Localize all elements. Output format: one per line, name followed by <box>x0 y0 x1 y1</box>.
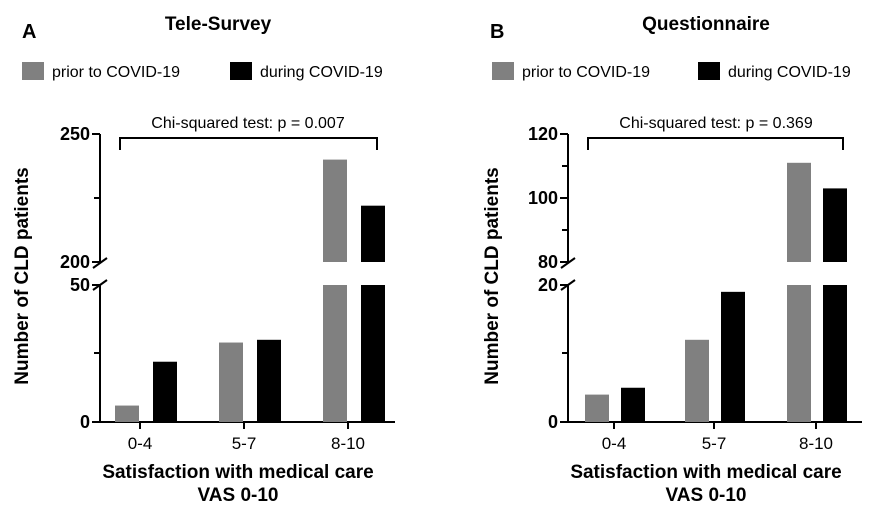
significance-bracket <box>119 137 378 150</box>
bar-upper-segment <box>361 205 385 262</box>
bar-upper-segment <box>787 162 811 262</box>
panel-letter: A <box>22 21 36 43</box>
y-tick-label: 250 <box>60 124 90 144</box>
bar <box>323 285 347 422</box>
y-axis: 250 200 50 0 <box>60 124 108 432</box>
x-tick-label: 8-10 <box>331 434 365 453</box>
chart-title: Questionnaire <box>642 14 770 35</box>
bar <box>787 285 811 422</box>
y-tick-label: 0 <box>80 412 90 432</box>
bars <box>115 159 385 422</box>
y-tick-label: 20 <box>538 275 558 295</box>
legend-label-during: during COVID-19 <box>728 64 851 81</box>
x-axis: 0-4 5-7 8-10 Satisfaction with medical c… <box>100 421 395 506</box>
y-axis-label: Number of CLD patients <box>482 167 503 384</box>
x-axis-label-sub: VAS 0-10 <box>198 485 279 506</box>
bar <box>685 339 709 422</box>
bar <box>219 342 243 422</box>
legend-swatch-during <box>698 62 720 80</box>
x-tick-label: 0-4 <box>128 434 153 453</box>
significance-bracket <box>587 137 844 150</box>
x-tick-label: 8-10 <box>799 434 833 453</box>
legend-label-prior: prior to COVID-19 <box>522 64 650 81</box>
legend-swatch-prior <box>492 62 514 80</box>
y-tick-label: 80 <box>538 252 558 272</box>
y-axis-label: Number of CLD patients <box>12 167 33 384</box>
bar <box>115 405 139 422</box>
x-axis-label-sub: VAS 0-10 <box>666 485 747 506</box>
y-tick-label: 50 <box>70 275 90 295</box>
bar <box>823 285 847 422</box>
stat-annotation: Chi-squared test: p = 0.369 <box>619 115 813 132</box>
legend-swatch-prior <box>22 62 44 80</box>
y-tick-label: 120 <box>528 124 558 144</box>
legend-label-during: during COVID-19 <box>260 64 383 81</box>
bar <box>585 394 609 422</box>
bar <box>361 285 385 422</box>
stat-annotation: Chi-squared test: p = 0.007 <box>151 115 345 132</box>
panel-b: B Questionnaire prior to COVID-19 during… <box>482 14 862 506</box>
bars <box>585 162 847 422</box>
bar-upper-segment <box>323 159 347 262</box>
y-axis: 120 100 80 20 0 <box>528 124 576 432</box>
bar-upper-segment <box>823 188 847 262</box>
legend-swatch-during <box>230 62 252 80</box>
y-tick-label: 200 <box>60 252 90 272</box>
x-axis-label: Satisfaction with medical care <box>570 462 841 483</box>
legend-label-prior: prior to COVID-19 <box>52 64 180 81</box>
bar <box>721 291 745 422</box>
x-tick-label: 5-7 <box>232 434 257 453</box>
panel-a: A Tele-Survey prior to COVID-19 during C… <box>12 14 395 506</box>
chart-title: Tele-Survey <box>165 14 272 35</box>
y-tick-label: 100 <box>528 188 558 208</box>
bar <box>153 361 177 422</box>
bar <box>257 339 281 422</box>
panel-letter: B <box>490 21 504 43</box>
x-tick-label: 5-7 <box>702 434 727 453</box>
x-axis-label: Satisfaction with medical care <box>102 462 373 483</box>
x-axis: 0-4 5-7 8-10 Satisfaction with medical c… <box>568 421 862 506</box>
x-tick-label: 0-4 <box>602 434 627 453</box>
y-tick-label: 0 <box>548 412 558 432</box>
bar <box>621 387 645 422</box>
